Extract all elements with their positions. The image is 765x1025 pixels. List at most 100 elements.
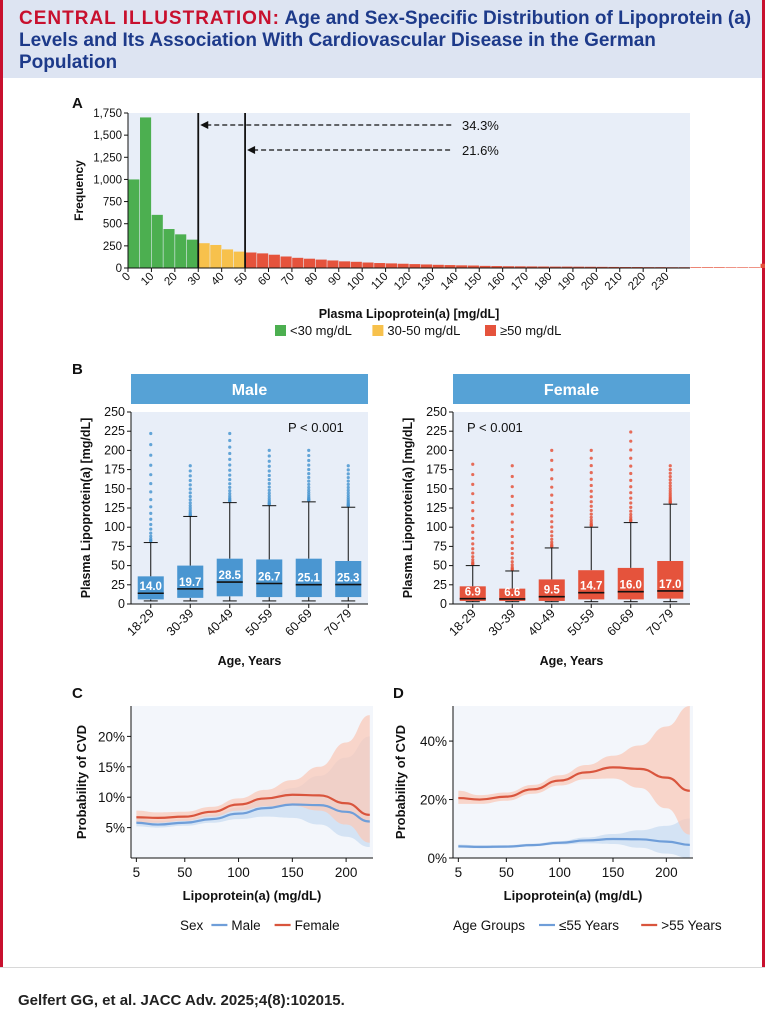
outlier-point xyxy=(267,496,271,500)
x-tick-label: 5 xyxy=(133,865,141,880)
legend-label: ≥50 mg/dL xyxy=(500,323,561,338)
y-tick-label: 25 xyxy=(433,578,447,592)
histogram-bar xyxy=(315,259,327,268)
median-label: 9.5 xyxy=(544,585,561,597)
outlier-point xyxy=(346,488,350,492)
histogram-bar xyxy=(760,263,765,268)
x-tick-label: 220 xyxy=(626,271,648,293)
outlier-point xyxy=(228,451,232,456)
outlier-point xyxy=(589,520,593,524)
outlier-point xyxy=(510,494,514,498)
x-tick-label: 10 xyxy=(139,271,157,289)
outlier-point xyxy=(307,453,311,458)
confidence-band xyxy=(458,706,690,835)
outlier-point xyxy=(629,505,633,509)
outlier-point xyxy=(228,482,232,486)
outlier-point xyxy=(307,488,311,492)
legend-label: Female xyxy=(295,918,340,933)
outlier-point xyxy=(188,478,192,483)
histogram-bar xyxy=(280,256,292,268)
outlier-point xyxy=(346,493,350,498)
x-tick-label: 40-49 xyxy=(203,606,236,639)
y-tick-label: 75 xyxy=(433,539,447,553)
histogram-bar xyxy=(245,252,257,268)
outlier-point xyxy=(629,464,633,468)
threshold-label: 21.6% xyxy=(462,143,499,158)
x-tick-label: 200 xyxy=(579,271,601,293)
group-header-label: Female xyxy=(544,382,599,399)
histogram-bar xyxy=(339,261,351,268)
outlier-point xyxy=(149,522,153,527)
y-tick-label: 1,750 xyxy=(93,108,122,120)
y-tick-label: 200 xyxy=(104,443,125,457)
outlier-point xyxy=(346,485,350,490)
y-tick-label: 150 xyxy=(426,482,447,496)
outlier-point xyxy=(550,540,554,544)
y-tick-label: 0% xyxy=(427,851,447,866)
outlier-point xyxy=(629,491,633,495)
panel-b: BMale0255075100125150175200225250Plasma … xyxy=(72,361,690,668)
outlier-point xyxy=(510,534,514,539)
outlier-point xyxy=(228,431,232,436)
outlier-point xyxy=(149,490,153,494)
outlier-point xyxy=(550,493,554,497)
outlier-point xyxy=(550,542,554,546)
outlier-point xyxy=(228,473,232,477)
outlier-point xyxy=(668,464,672,468)
histogram-bar xyxy=(175,234,187,268)
outlier-point xyxy=(510,464,514,468)
outlier-point xyxy=(307,491,311,495)
outlier-point xyxy=(188,498,192,502)
legend-label: <30 mg/dL xyxy=(290,323,352,338)
outlier-point xyxy=(471,472,475,477)
outlier-point xyxy=(267,464,271,468)
histogram-bar xyxy=(584,266,597,268)
histogram-bar xyxy=(327,260,339,268)
y-tick-label: 225 xyxy=(104,424,125,438)
y-tick-label: 1,500 xyxy=(93,130,122,142)
p-value-label: P < 0.001 xyxy=(467,420,523,435)
outlier-point xyxy=(228,463,232,467)
panel-label: A xyxy=(72,95,83,112)
x-tick-label: 190 xyxy=(556,271,578,293)
outlier-point xyxy=(550,530,554,534)
box xyxy=(216,558,243,597)
panel-d: D 0% 20% 40% 5 50 100 150 200 Lipoprotein(a) (mg/… xyxy=(393,685,722,933)
plot-background xyxy=(131,412,368,604)
outlier-point xyxy=(668,481,672,485)
x-tick-label: 150 xyxy=(281,865,304,880)
outlier-point xyxy=(267,448,271,452)
box xyxy=(295,558,322,598)
outlier-point xyxy=(471,560,475,564)
x-axis-title: Lipoprotein(a) (mg/dL) xyxy=(183,888,322,903)
y-tick-label: 40% xyxy=(420,734,447,749)
outlier-point xyxy=(149,511,153,515)
histogram-bar xyxy=(690,267,702,268)
median-label: 14.0 xyxy=(140,581,162,593)
y-tick-label: 175 xyxy=(104,463,125,477)
x-tick-label: 60 xyxy=(256,271,274,289)
box xyxy=(617,567,644,600)
outlier-point xyxy=(149,453,153,457)
outlier-point xyxy=(346,468,350,472)
outlier-point xyxy=(471,500,475,505)
outlier-point xyxy=(510,527,514,532)
outlier-point xyxy=(550,520,554,524)
title-text: Age and Sex-Specific Distribution of Lip… xyxy=(19,8,752,73)
outlier-point xyxy=(629,448,633,452)
x-tick-label: 50 xyxy=(233,271,251,289)
outlier-point xyxy=(510,474,514,479)
outlier-point xyxy=(228,489,232,493)
plot-background xyxy=(128,113,690,268)
threshold-arrowhead xyxy=(247,146,256,154)
outlier-point xyxy=(307,463,311,467)
confidence-band xyxy=(136,715,370,843)
y-tick-label: 125 xyxy=(104,501,125,515)
median-label: 16.0 xyxy=(620,580,642,592)
outlier-point xyxy=(149,537,153,541)
outlier-point xyxy=(629,471,633,476)
series-line xyxy=(458,837,690,848)
outlier-point xyxy=(510,512,514,516)
outlier-point xyxy=(589,515,593,519)
y-tick-label: 250 xyxy=(426,405,447,419)
